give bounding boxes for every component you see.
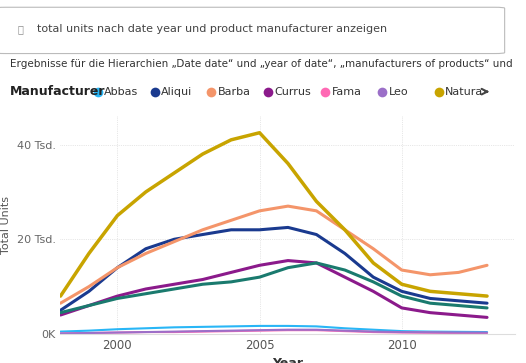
Text: Ergebnisse für die Hierarchien „Date date“ und „year of date“, „manufacturers of: Ergebnisse für die Hierarchien „Date dat… [11, 60, 513, 69]
Text: total units nach date year und product manufacturer anzeigen: total units nach date year und product m… [37, 24, 388, 34]
Text: Natura: Natura [446, 87, 483, 97]
Text: Barba: Barba [218, 87, 251, 97]
X-axis label: Year: Year [272, 358, 304, 363]
Text: 💬: 💬 [18, 24, 24, 34]
Text: Aliqui: Aliqui [161, 87, 193, 97]
Text: Leo: Leo [388, 87, 408, 97]
FancyBboxPatch shape [0, 7, 504, 54]
Text: Fama: Fama [331, 87, 361, 97]
Text: Manufacturer: Manufacturer [10, 85, 106, 98]
Text: Abbas: Abbas [104, 87, 138, 97]
Y-axis label: Total Units: Total Units [1, 196, 11, 254]
Text: Currus: Currus [275, 87, 311, 97]
